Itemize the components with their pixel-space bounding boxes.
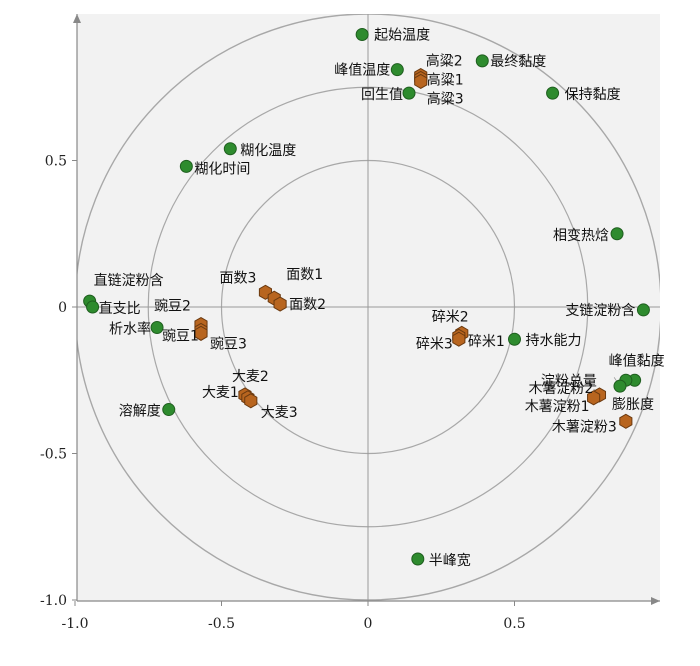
variable-label: 峰值温度 [334,63,390,79]
variable-point [86,300,100,314]
variable-label: 淀粉总量 [541,373,597,389]
sample-label: 大麦3 [261,405,298,421]
sample-label: 高粱2 [426,53,463,70]
sample-point [194,325,208,341]
variable-point [402,86,416,100]
variable-point [150,321,164,335]
variable-point [546,86,560,100]
variable-label: 持水能力 [526,333,582,349]
variable-label: 相变热焓 [553,228,609,244]
sample-label: 豌豆1 [162,328,199,344]
variable-point [162,403,176,417]
sample-point [452,331,466,347]
x-tick-label: -0.5 [208,616,235,632]
y-tick-label: 0 [58,300,67,316]
variable-point [508,332,521,346]
sample-label: 高粱1 [427,71,464,88]
sample-label: 碎米2 [432,309,469,325]
sample-label: 面数2 [289,297,326,313]
y-tick-label: -1.0 [40,593,67,609]
y-axis-arrow [73,14,81,23]
variable-label: 支链淀粉含 [565,303,635,319]
y-tick-label: -0.5 [40,447,67,463]
sample-label: 木薯淀粉2 [529,381,594,397]
variable-label: 保持黏度 [565,87,621,103]
x-axis-arrow [651,597,660,605]
variable-point [636,303,650,317]
sample-label: 高粱3 [427,90,464,107]
sample-label: 木薯淀粉3 [552,419,617,435]
variable-point [610,227,624,241]
variable-point [179,159,193,173]
tick-labels: -1.0 -0.5 0 0.5 0.5 0 -0.5 -1.0 [40,154,526,633]
x-tick-label: -1.0 [62,616,89,632]
variable-point [390,63,404,77]
sample-label: 豌豆2 [154,299,191,315]
variable-label: 直链淀粉含 [94,272,164,289]
variable-label: 膨胀度 [612,396,654,413]
variable-label: 溶解度 [119,404,161,420]
x-tick-label: 0.5 [503,616,525,632]
sample-label: 木薯淀粉1 [525,399,590,415]
sample-point [414,73,428,89]
data-points [83,28,650,566]
variable-label: 峰值黏度 [609,353,665,369]
variable-label: 最终黏度 [490,54,546,70]
sample-label: 面数3 [220,270,257,286]
sample-label: 面数1 [286,267,323,283]
variable-point [355,28,369,42]
variable-point [613,379,627,393]
variable-label: 糊化温度 [240,143,296,159]
sample-label: 碎米1 [468,334,505,350]
sample-label: 大麦2 [232,369,269,385]
variable-label: 半峰宽 [429,552,471,569]
sample-point [587,390,601,406]
sample-point [244,393,258,409]
variable-label: 回生值 [361,87,403,103]
sample-label: 碎米3 [416,336,453,352]
variable-label: 起始温度 [374,28,430,44]
sample-label: 豌豆3 [210,336,247,352]
variable-label: 直支比 [99,300,141,317]
variable-point [411,552,425,566]
variable-point [475,54,489,68]
variable-point [223,142,237,156]
y-tick-label: 0.5 [45,154,67,170]
variable-label: 析水率 [109,321,151,338]
x-tick-label: 0 [364,616,373,632]
sample-point [273,296,287,312]
sample-label: 大麦1 [202,385,239,401]
variable-label: 糊化时间 [194,161,250,177]
sample-point [619,413,633,429]
